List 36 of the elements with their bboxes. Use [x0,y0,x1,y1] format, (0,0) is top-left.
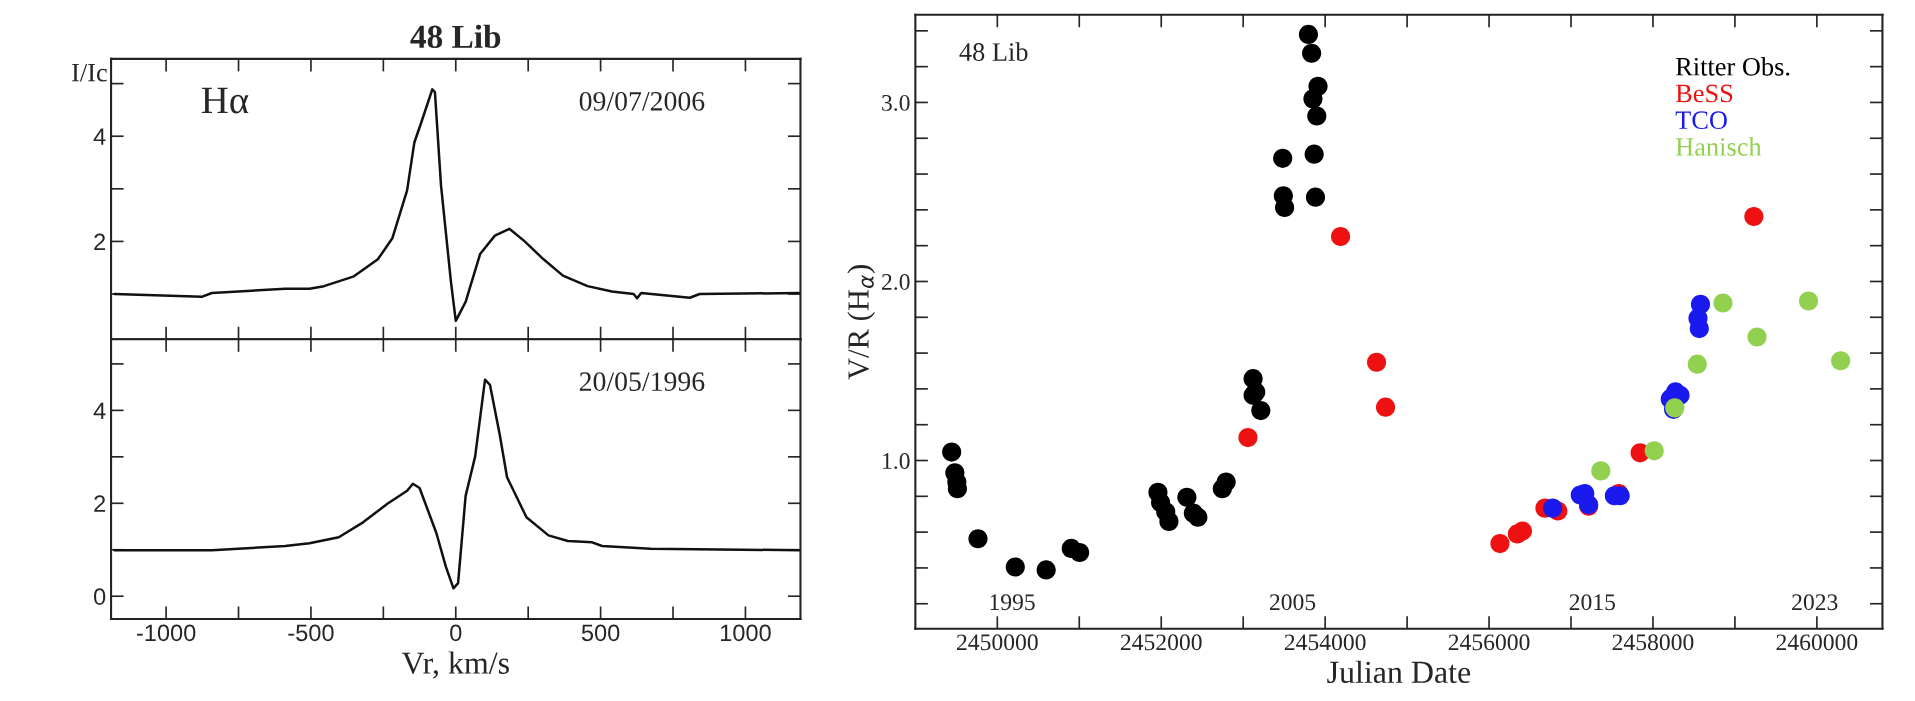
x-tick-label: 2454000 [1284,634,1366,651]
x-tick-label: -500 [288,624,334,642]
text: Ritter Obs. [1675,57,1790,76]
text: Hanisch [1675,137,1762,156]
text: BeSS [1675,84,1733,103]
x-axis-title: Julian Date [1327,660,1471,684]
x-tick-label: 2458000 [1612,634,1694,651]
annotation: 2015 [1569,594,1616,611]
annotation: 48 Lib [959,42,1028,61]
x-tick-label: 2450000 [957,634,1038,651]
y-tick-label: 4 [93,128,106,145]
y-tick-label: 1.0 [883,453,910,470]
y-tick-label: 2.0 [882,273,910,290]
y-axis-title: I/Ic [72,63,107,82]
annotation: 20/05/1996 [579,372,705,391]
annotation: 1995 [990,594,1035,611]
y-tick-label: 4 [93,402,106,419]
chart-title: 48 Lib [410,24,501,49]
annotation: Hα [201,87,249,114]
x-tick-label: 1000 [720,624,771,642]
annotation: 2005 [1269,594,1316,611]
x-tick-label: 500 [581,624,620,642]
y-tick-label: 0 [94,588,106,605]
y-tick-label: 2 [94,233,106,250]
y-axis-title: V/R (H$_{α}$) [847,265,876,380]
x-tick-label: 2452000 [1120,634,1202,651]
x-tick-label: 0 [450,624,462,642]
annotation: 2023 [1792,594,1838,611]
text: TCO [1675,111,1727,130]
x-tick-label: 2456000 [1448,634,1530,651]
y-tick-label: 3.0 [882,94,910,111]
y-tick-label: 2 [94,495,106,512]
x-tick-label: -1000 [136,624,196,642]
x-tick-label: 2460000 [1776,634,1858,651]
x-axis-title: Vr, km/s [401,651,509,679]
annotation: 09/07/2006 [579,91,705,111]
